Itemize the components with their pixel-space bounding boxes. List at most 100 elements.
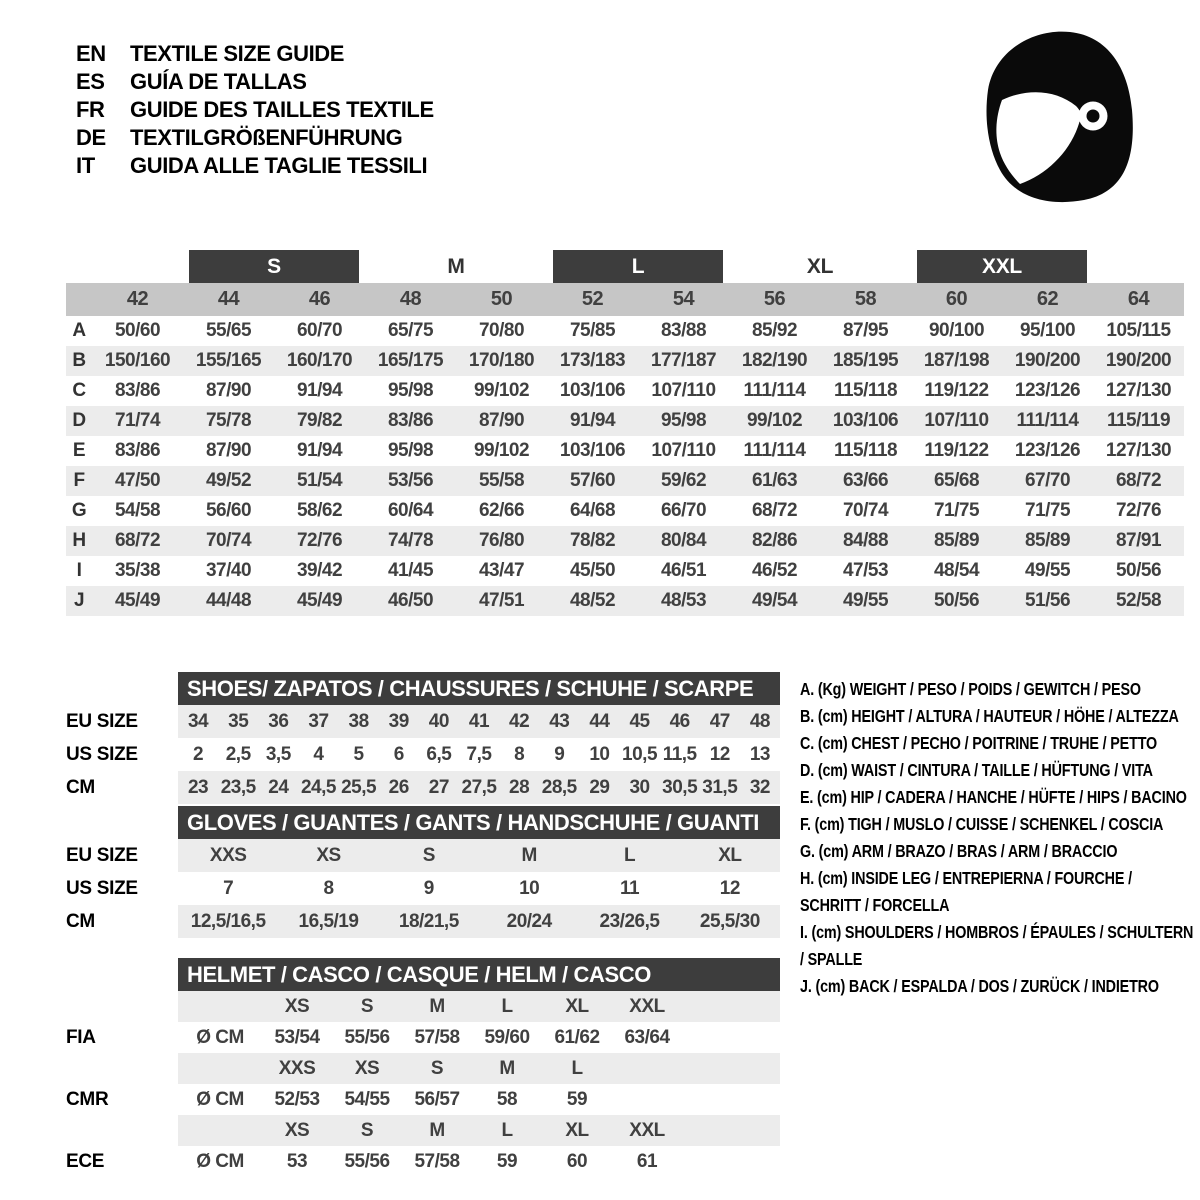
helmet-size-cell: 59 bbox=[496, 1150, 518, 1172]
measurement-cell: 87/90 bbox=[478, 410, 525, 431]
row-label: F bbox=[73, 470, 85, 491]
size-cell: 20/24 bbox=[506, 910, 553, 932]
row-label: EU SIZE bbox=[66, 710, 138, 732]
measurement-cell: 99/102 bbox=[473, 380, 530, 401]
row-cells: Ø CM 53 55/56 57/58 59 60 61 bbox=[178, 1146, 780, 1177]
measurement-cell: 71/75 bbox=[933, 500, 980, 521]
measurement-cell: 70/74 bbox=[205, 530, 252, 551]
row-label: C bbox=[72, 380, 86, 401]
measurement-cell: 71/75 bbox=[1024, 500, 1071, 521]
size-cell: 36 bbox=[268, 710, 289, 732]
measurement-cell: 45/49 bbox=[114, 590, 161, 611]
measurement-cell: 103/106 bbox=[832, 410, 899, 431]
measurement-cell: 47/53 bbox=[842, 560, 889, 581]
row-cells: 7 8 9 10 11 12 bbox=[178, 872, 780, 905]
helmet-size-label: S bbox=[360, 995, 374, 1017]
size-cell: 32 bbox=[749, 776, 771, 798]
size-cell: 40 bbox=[428, 710, 450, 732]
helmet-table-header: HELMET / CASCO / CASQUE / HELM / CASCO bbox=[178, 958, 780, 991]
measurement-row-h: H 68/72 70/74 72/76 74/78 76/80 78/82 80/84 82/8… bbox=[66, 526, 1184, 556]
measurement-cell: 78/82 bbox=[569, 530, 616, 551]
measurement-cell: 46/51 bbox=[660, 560, 707, 581]
helmet-size-cell: 58 bbox=[496, 1088, 518, 1110]
measurement-cell: 43/47 bbox=[478, 560, 525, 581]
legend-item-e: E. (cm) HIP / CADERA / HANCHE / HÜFTE / … bbox=[800, 787, 1187, 807]
measurement-cell: 173/183 bbox=[559, 350, 626, 371]
measurement-cell: 127/130 bbox=[1105, 380, 1172, 401]
size-cell: 12,5/16,5 bbox=[190, 910, 266, 932]
size-cell: 11,5 bbox=[662, 743, 697, 765]
size-cell: 13 bbox=[749, 743, 771, 765]
measurement-cell: 35/38 bbox=[114, 560, 161, 581]
measurement-cell: 76/80 bbox=[478, 530, 525, 551]
size-cell: 6,5 bbox=[426, 743, 452, 765]
helmet-values-row-cmr: CMR Ø CM 52/53 54/55 56/57 58 59 bbox=[66, 1084, 780, 1115]
measurement-cell: 75/85 bbox=[569, 320, 616, 341]
size-cell: 8 bbox=[514, 743, 525, 765]
size-label-m: M bbox=[447, 255, 465, 278]
measurement-row-i: I 35/38 37/40 39/42 41/45 43/47 45/50 46/51 46/5… bbox=[66, 556, 1184, 586]
gloves-table-rows: EU SIZE XXS XS S M L XL US SIZE 7 8 9 10 11 12 CM 12,5/… bbox=[66, 839, 780, 938]
helmet-size-label: XL bbox=[565, 995, 589, 1017]
diameter-label: Ø CM bbox=[196, 1026, 244, 1048]
size-cell: 23,5 bbox=[220, 776, 256, 798]
size-row: US SIZE 7 8 9 10 11 12 bbox=[66, 872, 780, 905]
size-cell: 7 bbox=[223, 877, 234, 899]
size-cell: 45 bbox=[629, 710, 650, 732]
size-bar-s: S bbox=[189, 250, 359, 283]
row-cells: 2 2,5 3,5 4 5 6 6,5 7,5 8 9 10 10,5 11,5 12 13 bbox=[178, 738, 780, 771]
row-label bbox=[66, 1115, 178, 1146]
size-cell: 7,5 bbox=[466, 743, 492, 765]
language-row-es: ES GUÍA DE TALLAS bbox=[76, 68, 434, 96]
row-cells: 12,5/16,5 16,5/19 18/21,5 20/24 23/26,5 25,5/… bbox=[178, 905, 780, 938]
helmet-size-label: XL bbox=[565, 1119, 589, 1141]
size-cell: 26 bbox=[388, 776, 410, 798]
helmet-size-label: M bbox=[429, 1119, 445, 1141]
diameter-label: Ø CM bbox=[196, 1088, 244, 1110]
size-number-58: 58 bbox=[854, 288, 877, 310]
size-cell: 31,5 bbox=[702, 776, 738, 798]
language-row-en: EN TEXTILE SIZE GUIDE bbox=[76, 40, 434, 68]
diameter-label: Ø CM bbox=[196, 1150, 244, 1172]
size-cell: S bbox=[422, 844, 436, 866]
helmet-size-cell: 55/56 bbox=[344, 1026, 390, 1048]
size-cell: 18/21,5 bbox=[398, 910, 459, 932]
legend-item-f: F. (cm) TIGH / MUSLO / CUISSE / SCHENKEL… bbox=[800, 814, 1164, 834]
size-cell: 27,5 bbox=[461, 776, 497, 798]
measurement-cell: 123/126 bbox=[1014, 440, 1081, 461]
measurement-row-f: F 47/50 49/52 51/54 53/56 55/58 57/60 59/62 61/6… bbox=[66, 466, 1184, 496]
size-cell: 34 bbox=[187, 710, 209, 732]
helmet-size-label: M bbox=[499, 1057, 515, 1079]
measurement-cell: 55/65 bbox=[205, 320, 252, 341]
size-cell: 23 bbox=[187, 776, 209, 798]
measurement-cell: 61/63 bbox=[751, 470, 798, 491]
size-cell: XXS bbox=[209, 844, 247, 866]
row-label: B bbox=[72, 350, 86, 371]
measurement-cell: 190/200 bbox=[1014, 350, 1081, 371]
helmet-size-label: XXS bbox=[278, 1057, 316, 1079]
size-row: CM 23 23,5 24 24,5 25,5 26 27 27,5 28 28,5 29 30 30,5… bbox=[66, 771, 780, 804]
size-number-42: 42 bbox=[126, 288, 149, 310]
measurement-cell: 107/110 bbox=[651, 440, 716, 461]
measurement-cell: 68/72 bbox=[114, 530, 161, 551]
size-cell: 39 bbox=[388, 710, 410, 732]
row-label bbox=[66, 991, 178, 1022]
measurement-cell: 160/170 bbox=[286, 350, 353, 371]
measurement-cell: 75/78 bbox=[205, 410, 252, 431]
size-cell: 9 bbox=[423, 877, 435, 899]
size-cell: 48 bbox=[749, 710, 771, 732]
measurement-cell: 68/72 bbox=[751, 500, 798, 521]
gloves-table-header: GLOVES / GUANTES / GANTS / HANDSCHUHE / … bbox=[178, 806, 780, 839]
measurement-cell: 187/198 bbox=[923, 350, 990, 371]
size-cell: XS bbox=[316, 844, 341, 866]
measurement-cell: 111/114 bbox=[743, 380, 806, 401]
textile-size-bar-row: S M L XL XXL bbox=[66, 250, 1184, 283]
legend-item-i: I. (cm) SHOULDERS / HOMBROS / ÉPAULES / … bbox=[800, 922, 1194, 969]
measurement-cell: 53/56 bbox=[387, 470, 434, 491]
measurement-row-a: A 50/60 55/65 60/70 65/75 70/80 75/85 83/88 85/9… bbox=[66, 316, 1184, 346]
measurement-cell: 85/89 bbox=[1024, 530, 1071, 551]
size-cell: 41 bbox=[468, 710, 490, 732]
helmet-size-label: S bbox=[360, 1119, 374, 1141]
measurement-cell: 105/115 bbox=[1106, 320, 1171, 341]
measurement-cell: 91/94 bbox=[296, 380, 343, 401]
